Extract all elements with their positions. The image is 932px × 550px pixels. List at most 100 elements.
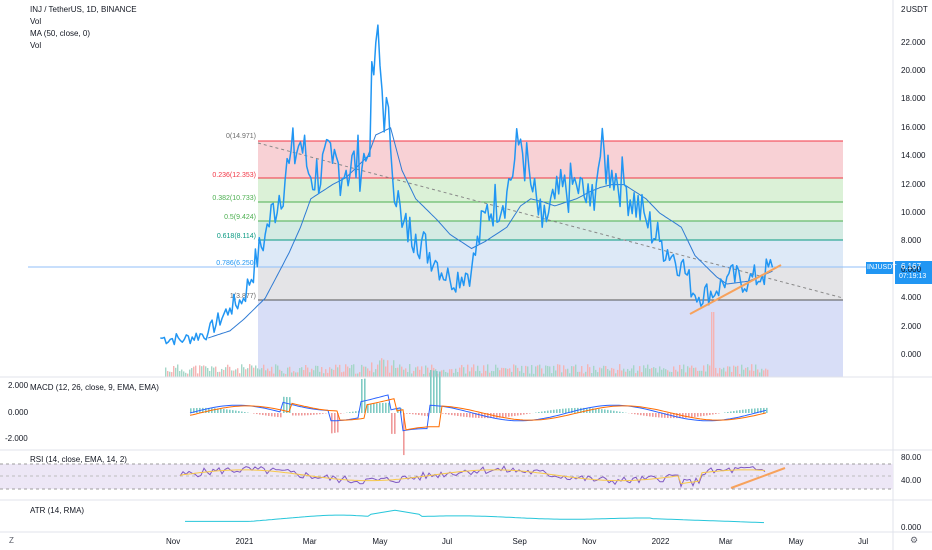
fib-zones — [28, 140, 866, 377]
volume-bar — [729, 366, 731, 377]
settings-icon[interactable]: ⚙ — [910, 535, 919, 545]
volume-bar — [585, 371, 587, 377]
volume-bar — [537, 365, 539, 377]
volume-bar — [731, 371, 733, 377]
volume-bar — [559, 364, 561, 377]
volume-bar — [419, 369, 421, 377]
volume-bar — [697, 371, 699, 377]
volume-bar — [285, 373, 287, 377]
volume-bar — [521, 365, 523, 377]
volume-bar — [183, 371, 185, 377]
volume-bar — [307, 367, 309, 377]
volume-bar — [485, 370, 487, 377]
volume-bar — [367, 368, 369, 377]
volume-bar — [633, 365, 635, 377]
macd-histogram-bar — [502, 413, 504, 418]
volume-legend-2[interactable]: Vol — [30, 41, 42, 50]
volume-bar — [511, 371, 513, 377]
volume-bar — [361, 364, 363, 377]
rsi-ma-line — [179, 469, 766, 485]
macd-histogram-bar — [565, 408, 567, 413]
volume-bar — [489, 372, 491, 377]
volume-bar — [535, 366, 537, 377]
volume-bar — [547, 365, 549, 377]
volume-bar — [287, 367, 289, 377]
rsi-legend[interactable]: RSI (14, close, EMA, 14, 2) — [30, 455, 127, 464]
volume-bar — [543, 373, 545, 377]
volume-bar — [171, 372, 173, 377]
volume-bar — [261, 368, 263, 377]
macd-legend[interactable]: MACD (12, 26, close, 9, EMA, EMA) — [30, 383, 159, 392]
volume-bar — [365, 366, 367, 377]
volume-bar — [189, 369, 191, 377]
volume-bar — [525, 365, 527, 377]
time-tick: Nov — [582, 537, 597, 546]
time-tick: 2022 — [651, 537, 670, 546]
volume-bar — [463, 367, 465, 377]
volume-bar — [747, 367, 749, 377]
volume-bar — [581, 366, 583, 377]
macd-histogram-bar — [259, 413, 261, 415]
volume-bar — [167, 371, 169, 377]
volume-bar — [477, 365, 479, 377]
volume-bar — [435, 369, 437, 377]
volume-bar — [251, 365, 253, 377]
volume-bar — [363, 366, 365, 377]
macd-histogram-bar — [541, 411, 543, 413]
volume-bar — [399, 364, 401, 377]
volume-bar — [429, 372, 431, 377]
volume-bar — [305, 365, 307, 377]
volume-bar — [767, 369, 769, 377]
currency-label[interactable]: USDT — [906, 5, 928, 14]
volume-bar — [225, 367, 227, 377]
volume-bar — [757, 369, 759, 377]
volume-bar — [597, 372, 599, 377]
volume-bar — [193, 366, 195, 377]
ma-legend[interactable]: MA (50, close, 0) — [30, 29, 91, 38]
macd-histogram-bar — [274, 413, 276, 417]
volume-bar — [657, 372, 659, 377]
macd-histogram-bar — [484, 413, 486, 419]
macd-histogram-bar — [262, 413, 264, 416]
volume-bar — [561, 372, 563, 377]
macd-histogram-bar — [448, 413, 450, 415]
macd-histogram-bar — [364, 378, 366, 413]
volume-bar — [381, 358, 383, 377]
price-tick: 8.000 — [901, 236, 922, 246]
volume-bar — [273, 373, 275, 377]
macd-histogram-bar — [412, 413, 414, 415]
macd-histogram-bar — [760, 408, 762, 413]
volume-bar — [517, 367, 519, 377]
macd-tick-0: 0.000 — [8, 408, 29, 417]
volume-bar — [203, 365, 205, 377]
macd-histogram-bar — [511, 413, 513, 417]
macd-histogram-bar — [487, 413, 489, 419]
volume-legend[interactable]: Vol — [30, 17, 42, 26]
macd-histogram-bar — [709, 413, 711, 415]
volume-bar — [443, 369, 445, 377]
macd-histogram-bar — [640, 413, 642, 416]
volume-bar — [637, 370, 639, 377]
volume-bar — [491, 370, 493, 377]
macd-histogram-bar — [556, 409, 558, 413]
volume-bar — [551, 373, 553, 377]
macd-histogram-bar — [490, 413, 492, 419]
volume-bar — [235, 369, 237, 377]
volume-bar — [387, 360, 389, 377]
volume-bar — [531, 365, 533, 377]
volume-bar — [325, 369, 327, 377]
support-trendline[interactable] — [689, 264, 782, 315]
zoom-icon[interactable]: Z — [9, 536, 14, 545]
volume-bar — [745, 367, 747, 377]
macd-histogram-bar — [544, 411, 546, 413]
volume-bar — [647, 364, 649, 377]
atr-legend[interactable]: ATR (14, RMA) — [30, 506, 85, 515]
volume-bar — [765, 368, 767, 377]
volume-bar — [197, 373, 199, 377]
volume-bar — [323, 373, 325, 377]
symbol-title[interactable]: INJ / TetherUS, 1D, BINANCE — [30, 5, 137, 14]
time-tick: 2021 — [235, 537, 254, 546]
rsi-trendline[interactable] — [730, 467, 786, 489]
macd-histogram-bar — [202, 407, 204, 413]
